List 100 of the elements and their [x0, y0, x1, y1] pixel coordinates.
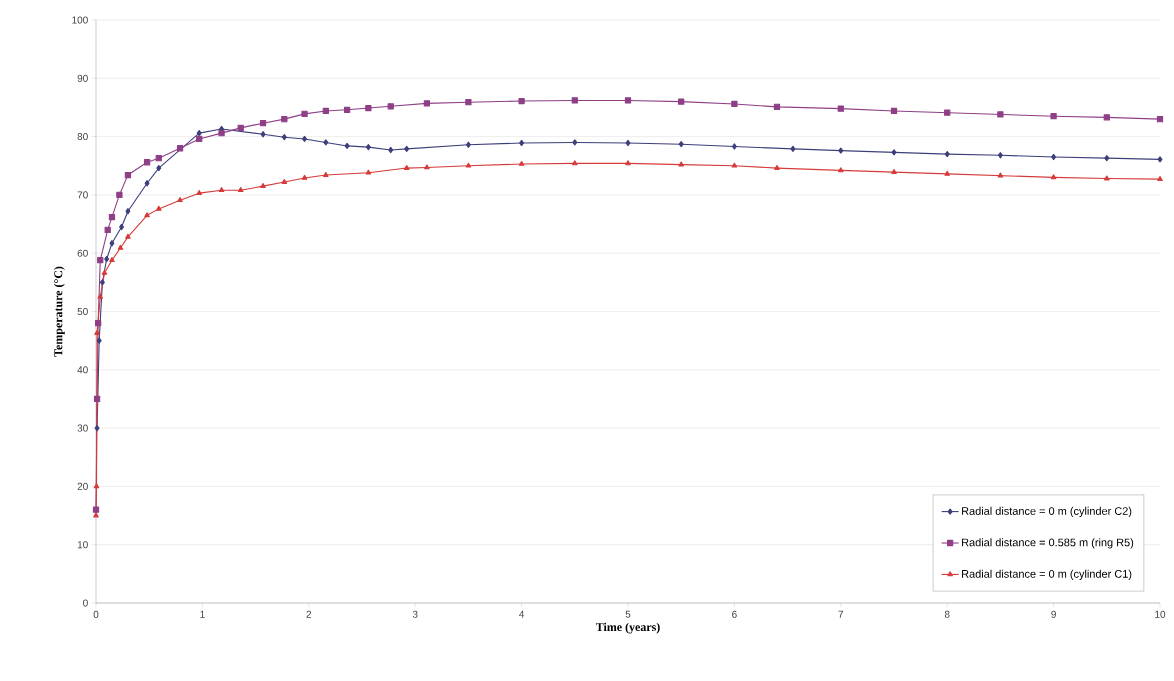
point	[1156, 115, 1164, 123]
x-tick-label: 3	[412, 610, 418, 618]
point	[572, 139, 578, 146]
x-tick-label: 7	[838, 610, 844, 618]
point	[237, 124, 244, 131]
point	[125, 208, 131, 215]
point	[155, 205, 162, 211]
x-tick-label: 0	[93, 610, 99, 618]
point	[97, 257, 104, 264]
point	[108, 213, 116, 221]
point	[104, 226, 111, 234]
point	[116, 191, 123, 199]
x-tick-label: 10	[1155, 610, 1166, 618]
point	[94, 329, 100, 335]
point	[177, 197, 183, 202]
point	[790, 145, 796, 152]
point	[281, 178, 288, 184]
point	[237, 187, 244, 193]
point	[423, 100, 431, 107]
point	[1157, 156, 1163, 163]
point	[944, 150, 950, 158]
point	[104, 255, 110, 263]
point	[92, 506, 100, 513]
x-tick-label: 8	[944, 610, 950, 618]
point	[837, 105, 844, 112]
point	[625, 160, 631, 166]
point	[93, 395, 101, 403]
point	[125, 233, 131, 239]
point	[323, 171, 329, 177]
point	[301, 110, 308, 117]
point	[344, 142, 350, 150]
point	[518, 97, 525, 105]
point	[94, 424, 100, 432]
point	[1050, 113, 1057, 120]
point	[731, 162, 738, 168]
point	[838, 167, 844, 173]
point	[343, 106, 351, 113]
y-tick-label: 100	[72, 16, 88, 24]
point	[109, 240, 115, 247]
point	[773, 103, 781, 110]
point	[260, 131, 266, 138]
point	[404, 145, 410, 152]
point	[424, 164, 430, 170]
point	[322, 107, 329, 115]
y-axis-title: Temperature (°C)	[53, 266, 65, 357]
point	[774, 164, 780, 170]
point	[997, 172, 1004, 178]
point	[465, 99, 472, 106]
point	[997, 152, 1003, 159]
point	[891, 169, 897, 174]
point	[1103, 114, 1110, 121]
point	[117, 244, 124, 250]
x-tick-label: 6	[732, 610, 737, 618]
point	[731, 100, 738, 108]
point	[93, 483, 100, 489]
point	[624, 97, 632, 104]
x-axis-title: Time (years)	[595, 622, 660, 634]
point	[678, 161, 684, 167]
point	[96, 337, 102, 344]
point	[94, 320, 102, 327]
point	[281, 134, 287, 141]
point	[1157, 176, 1163, 181]
point	[124, 171, 132, 179]
point	[196, 190, 202, 195]
point	[365, 104, 372, 112]
point	[196, 129, 202, 137]
point	[518, 160, 525, 166]
x-tick-label: 9	[1051, 610, 1056, 618]
point	[944, 170, 950, 176]
point	[259, 120, 267, 127]
y-tick-label: 60	[77, 249, 88, 257]
point	[571, 97, 578, 104]
point	[625, 139, 631, 147]
point	[678, 98, 685, 105]
point	[1051, 153, 1057, 161]
x-tick-label: 5	[625, 610, 631, 618]
point	[572, 160, 578, 166]
legend-label: Radial distance = 0.585 m (ring R5)	[962, 538, 1134, 549]
point	[838, 147, 844, 154]
point	[365, 169, 372, 175]
y-tick-label: 40	[77, 366, 88, 374]
point	[678, 141, 684, 148]
y-tick-label: 70	[77, 191, 88, 199]
point	[1104, 155, 1110, 162]
legend-label: Radial distance = 0 m (cylinder C2)	[962, 506, 1132, 518]
x-tick-label: 2	[306, 610, 312, 618]
point	[731, 143, 737, 150]
x-tick-label: 4	[519, 610, 525, 618]
point	[387, 103, 394, 110]
point	[196, 135, 203, 143]
point	[944, 109, 951, 116]
point	[1104, 175, 1110, 181]
point	[144, 212, 150, 218]
point	[302, 135, 308, 143]
y-tick-label: 20	[77, 482, 88, 490]
point	[218, 129, 225, 137]
point	[997, 111, 1004, 118]
point	[99, 279, 105, 286]
point	[93, 512, 99, 518]
point	[465, 162, 472, 168]
